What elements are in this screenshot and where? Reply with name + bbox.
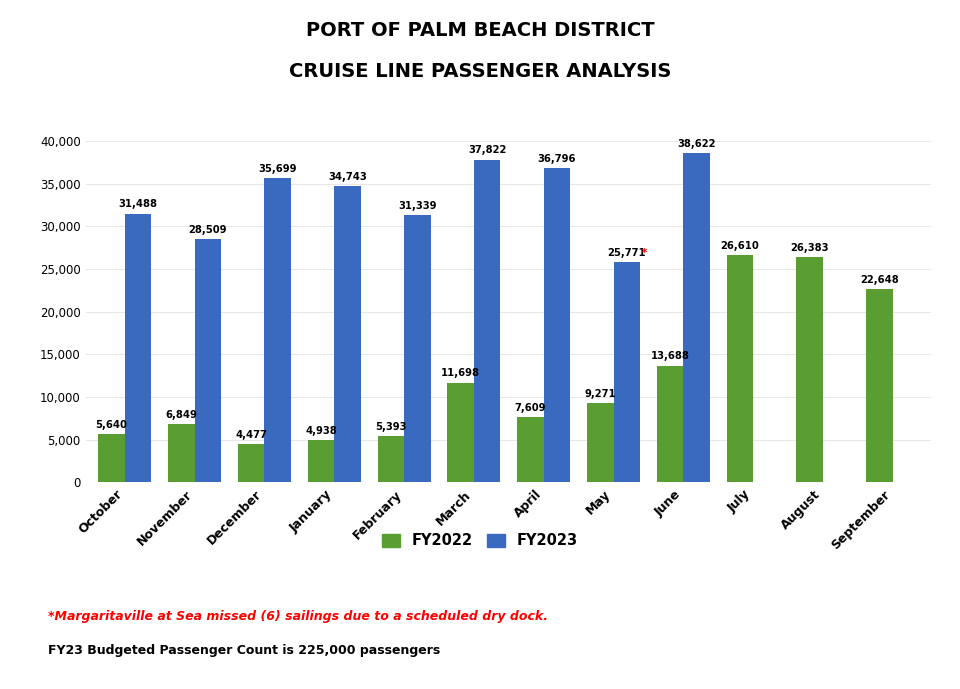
Bar bbox=[377, 436, 404, 482]
Bar bbox=[684, 153, 709, 482]
Text: 5,393: 5,393 bbox=[375, 422, 406, 432]
Text: 31,339: 31,339 bbox=[398, 200, 437, 211]
Bar bbox=[125, 214, 152, 482]
Bar bbox=[98, 434, 125, 482]
Text: 9,271: 9,271 bbox=[585, 389, 616, 399]
Text: FY23 Budgeted Passenger Count is 225,000 passengers: FY23 Budgeted Passenger Count is 225,000… bbox=[48, 644, 441, 657]
Text: 22,648: 22,648 bbox=[860, 275, 899, 285]
Bar bbox=[404, 215, 431, 482]
Bar bbox=[168, 424, 195, 482]
Bar bbox=[797, 257, 823, 482]
Bar bbox=[334, 186, 361, 482]
Text: 4,477: 4,477 bbox=[235, 430, 267, 440]
Text: 4,938: 4,938 bbox=[305, 426, 337, 436]
Bar bbox=[238, 444, 264, 482]
Text: 31,488: 31,488 bbox=[119, 199, 157, 209]
Bar bbox=[308, 440, 334, 482]
Text: PORT OF PALM BEACH DISTRICT: PORT OF PALM BEACH DISTRICT bbox=[305, 21, 655, 40]
Text: 11,698: 11,698 bbox=[442, 368, 480, 378]
Text: 25,771: 25,771 bbox=[608, 248, 646, 258]
Text: 13,688: 13,688 bbox=[651, 351, 689, 361]
Bar bbox=[264, 178, 291, 482]
Bar bbox=[613, 263, 640, 482]
Bar bbox=[474, 160, 500, 482]
Text: 28,509: 28,509 bbox=[188, 225, 228, 235]
Text: *Margaritaville at Sea missed (6) sailings due to a scheduled dry dock.: *Margaritaville at Sea missed (6) sailin… bbox=[48, 610, 548, 623]
Text: 5,640: 5,640 bbox=[96, 420, 128, 430]
Text: 26,610: 26,610 bbox=[721, 241, 759, 251]
Bar bbox=[195, 239, 221, 482]
Text: 37,822: 37,822 bbox=[468, 145, 506, 156]
Legend: FY2022, FY2023: FY2022, FY2023 bbox=[376, 528, 584, 554]
Text: *: * bbox=[642, 248, 648, 258]
Bar bbox=[657, 366, 684, 482]
Text: 6,849: 6,849 bbox=[165, 409, 198, 420]
Bar bbox=[587, 403, 613, 482]
Text: 35,699: 35,699 bbox=[258, 163, 297, 174]
Text: CRUISE LINE PASSENGER ANALYSIS: CRUISE LINE PASSENGER ANALYSIS bbox=[289, 62, 671, 81]
Bar bbox=[543, 168, 570, 482]
Bar bbox=[727, 256, 754, 482]
Bar bbox=[866, 289, 893, 482]
Text: 34,743: 34,743 bbox=[328, 172, 367, 182]
Bar bbox=[517, 418, 543, 482]
Bar bbox=[447, 382, 474, 482]
Text: 36,796: 36,796 bbox=[538, 154, 576, 164]
Text: 26,383: 26,383 bbox=[790, 243, 829, 253]
Text: 38,622: 38,622 bbox=[678, 138, 716, 149]
Text: 7,609: 7,609 bbox=[515, 403, 546, 413]
